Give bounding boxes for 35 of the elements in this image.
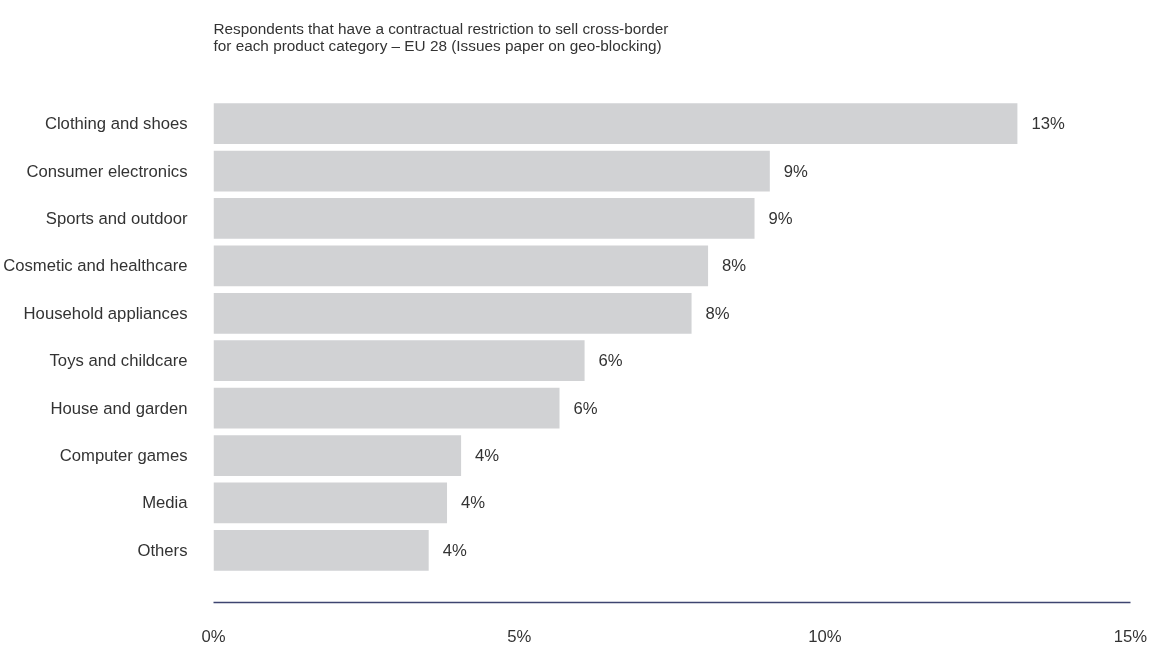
bar — [213, 150, 770, 192]
bar — [213, 482, 448, 524]
data-label: 8% — [722, 256, 747, 276]
y-tick-label: Others — [137, 540, 188, 560]
bar — [213, 340, 585, 382]
data-label: 8% — [705, 303, 730, 323]
y-tick-label: Media — [142, 493, 189, 513]
bar — [213, 198, 755, 239]
bar — [213, 529, 429, 571]
bar — [213, 435, 462, 476]
chart-title: Respondents that have a contractual restriction to sell cross-border for each product category – EU 28 (Issues paper on geo-blocking) — [213, 20, 669, 54]
y-tick-label: Toys and childcare — [49, 351, 188, 371]
bar — [213, 245, 709, 287]
x-tick-label: 15% — [1113, 626, 1148, 646]
x-tick-label: 0% — [201, 626, 226, 646]
bar — [213, 103, 1018, 145]
data-label: 6% — [573, 398, 598, 418]
y-tick-label: Computer games — [59, 446, 188, 466]
bar — [213, 387, 560, 429]
data-label: 6% — [598, 351, 623, 371]
y-tick-label: Cosmetic and healthcare — [3, 256, 188, 276]
y-tick-label: Consumer electronics — [26, 161, 188, 181]
bar — [213, 292, 692, 334]
x-tick-label: 5% — [507, 626, 532, 646]
data-label: 4% — [442, 540, 467, 560]
y-tick-label: House and garden — [50, 398, 188, 418]
data-label: 9% — [768, 208, 793, 228]
data-label: 4% — [461, 493, 486, 513]
data-label: 4% — [475, 446, 500, 466]
data-label: 9% — [783, 161, 809, 181]
x-tick-label: 10% — [808, 626, 842, 646]
y-tick-label: Clothing and shoes — [44, 114, 188, 134]
y-tick-label: Household appliances — [23, 303, 188, 323]
data-label: 13% — [1031, 114, 1065, 134]
y-tick-label: Sports and outdoor — [45, 208, 188, 228]
